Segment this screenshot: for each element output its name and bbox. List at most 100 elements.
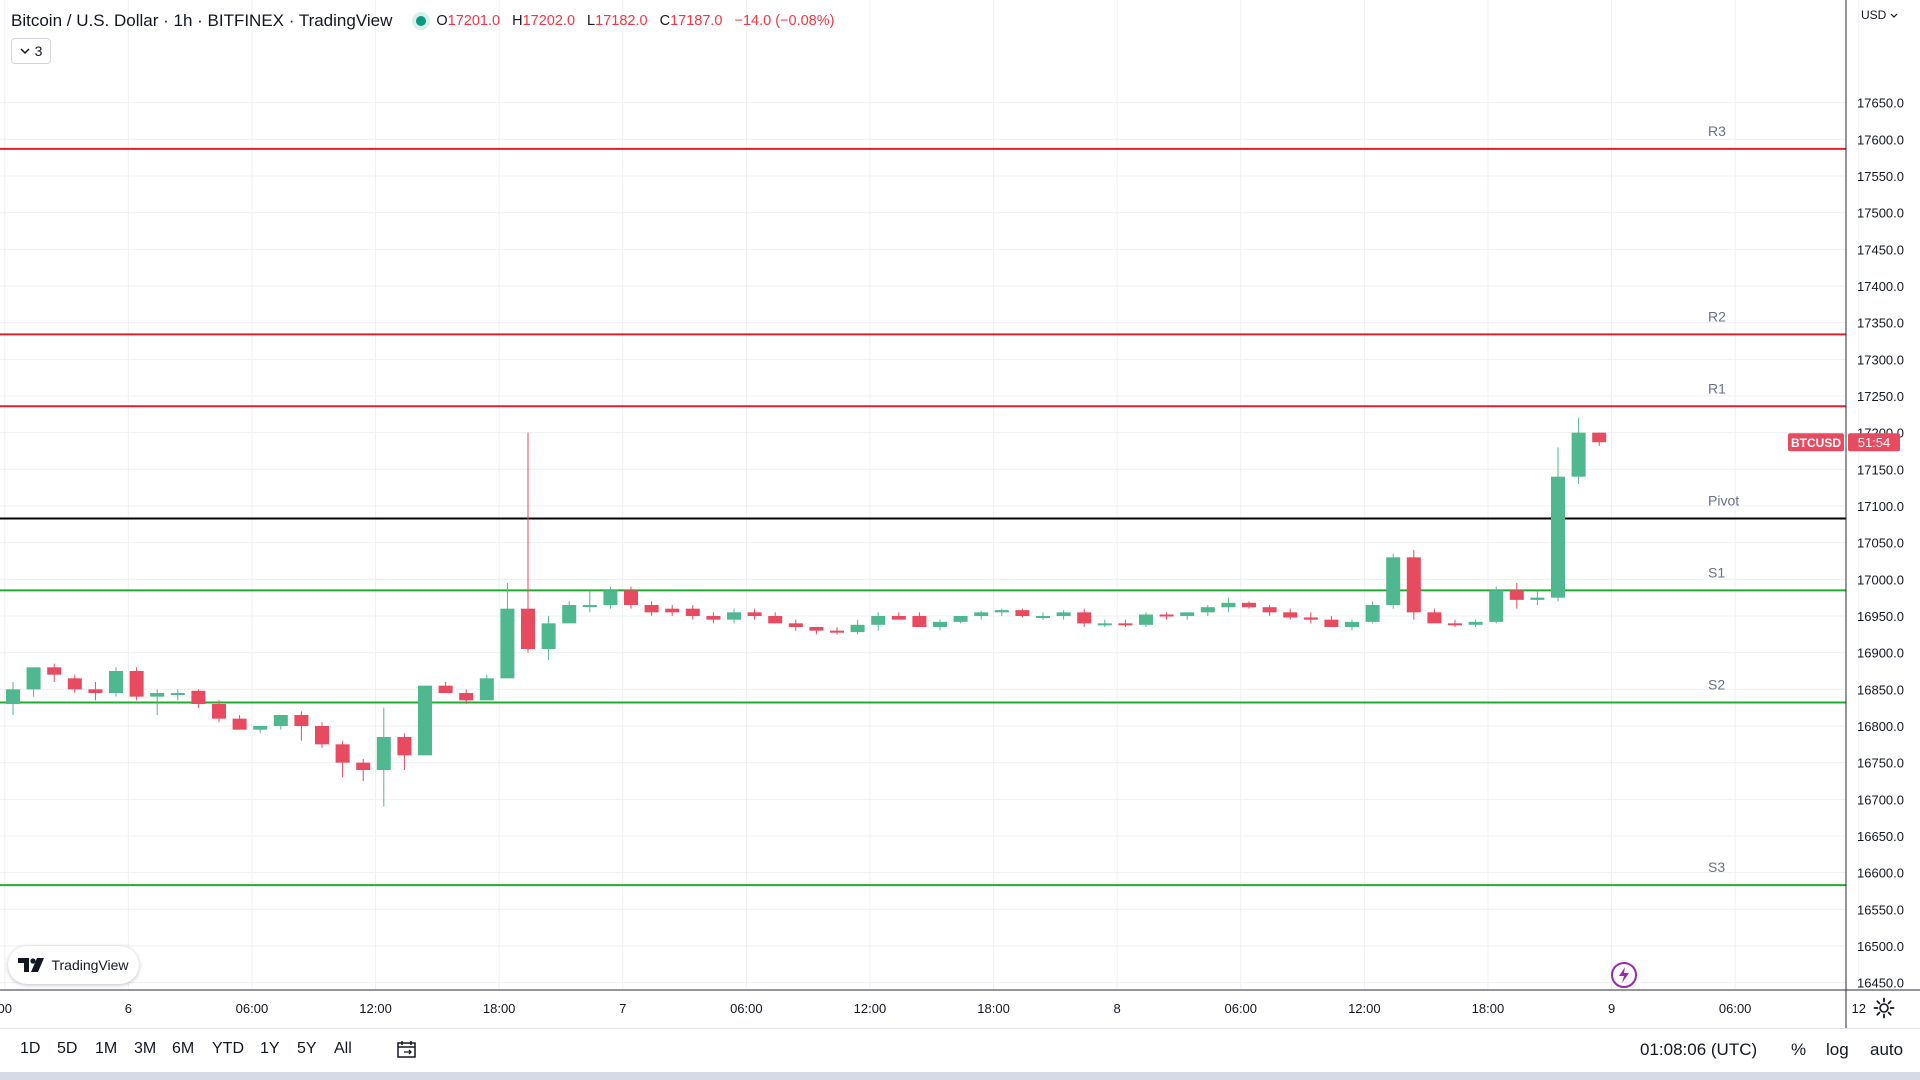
countdown-tag-box [1848,433,1900,452]
time-tick-label: 6 [125,1001,132,1016]
calendar-range-icon[interactable] [396,1040,418,1060]
auto-toggle[interactable]: auto [1870,1040,1904,1059]
candle-body [1509,590,1524,600]
candle-body [768,616,783,624]
time-tick-label: 18:00 [483,1001,516,1016]
candle-body [26,667,41,690]
candle [1303,612,1318,624]
candle-body [1097,623,1112,626]
candle [1468,619,1483,627]
high-value: 17202.0 [522,13,576,29]
price-tick-label: 17400.0 [1857,279,1904,294]
candle [88,682,103,701]
price-tick-label: 17650.0 [1857,96,1904,111]
range-all-button[interactable]: All [334,1040,352,1057]
candle [1324,616,1339,627]
percent-toggle[interactable]: % [1791,1040,1807,1059]
price-tick-label: 17150.0 [1857,462,1904,477]
range-1d-button[interactable]: 1D [20,1040,41,1057]
candle [356,759,371,781]
candle-body [644,605,659,613]
tradingview-logo[interactable]: TradingView [8,946,139,984]
price-tick-label: 17300.0 [1857,352,1904,367]
candle-body [1592,432,1607,443]
price-tick-label: 17550.0 [1857,169,1904,184]
range-5d-button[interactable]: 5D [57,1040,78,1057]
change-value: −14.0 (−0.08%) [734,13,835,29]
range-6m-button[interactable]: 6M [172,1040,195,1057]
candle-body [1530,597,1545,600]
candle [1097,619,1112,627]
low-key: L [587,13,596,29]
candle [624,586,638,609]
candle-body [850,624,865,633]
candle-body [953,616,968,622]
time-tick-label: 18:00 [977,1001,1010,1016]
symbol-title[interactable]: Bitcoin / U.S. Dollar · 1h · BITFINEX · … [11,11,393,30]
range-5y-button[interactable]: 5Y [297,1040,317,1057]
candle [685,605,700,620]
candle-body [191,690,206,704]
candle [1592,432,1607,446]
candle [1448,619,1462,627]
candle-body [438,685,453,693]
candle [232,715,247,730]
candle-body [1056,612,1071,616]
candle-body [891,616,906,620]
candle [129,667,144,701]
candle-body [994,610,1009,613]
candle [479,674,494,701]
market-status-icon [416,16,427,26]
candle-body [1015,610,1030,616]
pivot-levels: R3 R2 R1 Pivot S1 S2 S3 [0,123,1846,887]
candle-body [109,671,123,693]
ohlc-values: O17201.0 H17202.0 L17182.0 C17187.0 −14.… [436,13,834,29]
candle [397,733,412,770]
candle-body [1118,623,1133,626]
open-key: O [436,13,448,29]
candle-body [376,737,391,770]
candle [500,583,515,679]
symbol-tag-text: BTCUSD [1791,436,1841,450]
utc-clock[interactable]: 01:08:06 (UTC) [1640,1040,1758,1059]
gear-icon[interactable] [1873,997,1895,1019]
time-tick-label: 9 [1608,1001,1615,1016]
lightning-icon[interactable] [1610,961,1638,989]
price-tick-label: 17100.0 [1857,499,1904,514]
candle [1571,418,1586,484]
price-tick-label: 17050.0 [1857,536,1904,551]
price-tick-label: 16750.0 [1857,756,1904,771]
candle-body [624,590,638,605]
last-price-tag: BTCUSD 51:54 [1788,433,1900,452]
candle [212,700,226,723]
range-ytd-button[interactable]: YTD [212,1040,244,1057]
candle [1056,610,1071,620]
range-3m-button[interactable]: 3M [134,1040,157,1057]
currency-selector[interactable]: USD [1861,8,1898,22]
range-1m-button[interactable]: 1M [95,1040,118,1057]
candle [376,707,391,807]
chart-header: Bitcoin / U.S. Dollar · 1h · BITFINEX · … [11,8,834,34]
time-tick-label: 06:00 [1719,1001,1752,1016]
candle-body [1200,607,1215,613]
currency-label: USD [1861,8,1887,22]
candle-body [1139,614,1153,625]
candle-body [1262,607,1277,613]
candle [1118,619,1133,627]
time-tick-label: 06:00 [236,1001,269,1016]
candle [850,619,865,635]
low-value: 17182.0 [595,13,648,29]
indicators-toggle-button[interactable]: 3 [11,38,51,64]
chevron-down-icon [20,47,30,54]
price-tick-label: 17500.0 [1857,206,1904,221]
candle [191,689,206,708]
candle-body [1489,590,1504,622]
candle-body [1036,616,1050,618]
log-toggle[interactable]: log [1826,1040,1849,1059]
candle-body [418,685,432,756]
candle [871,612,886,631]
candlestick-series [6,418,1607,807]
range-1y-button[interactable]: 1Y [260,1040,280,1057]
candle [891,612,906,620]
